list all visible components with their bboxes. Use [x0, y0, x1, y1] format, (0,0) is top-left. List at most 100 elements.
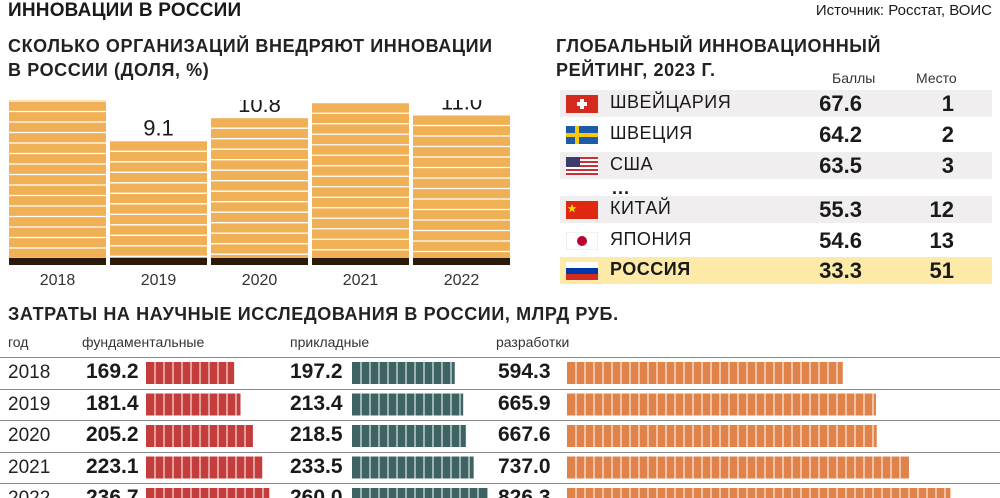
bar-value-label: 9.1	[143, 115, 174, 140]
bar-value-label: 11.0	[441, 100, 482, 114]
bar-value-label: 11.9	[340, 100, 381, 102]
expense-bar-1-2020	[352, 425, 466, 447]
bar-base	[110, 258, 207, 265]
bar-base	[211, 258, 308, 265]
bar-base	[9, 258, 106, 265]
sweden-flag-icon	[566, 126, 598, 144]
expense-bar-fill	[567, 488, 951, 498]
row-divider	[0, 483, 1000, 484]
year-label: 2018	[8, 362, 51, 383]
year-label: 2019	[8, 393, 51, 415]
bar-2020	[211, 118, 308, 265]
bar-2018	[9, 100, 106, 266]
page-title: ИННОВАЦИИ В РОССИИ	[8, 0, 242, 21]
china-flag-icon	[566, 201, 598, 219]
rating-row-sweden: ШВЕЦИЯ 64.2 2	[560, 121, 992, 148]
expense-row-2022: 2022 236.7 260.0 826.3	[0, 484, 1000, 498]
usa-flag-icon	[566, 157, 598, 175]
expense-bar-fill	[352, 393, 464, 416]
expense-value: 197.2	[290, 360, 343, 383]
bar-fill	[312, 103, 409, 265]
x-tick-label: 2021	[343, 272, 379, 289]
expense-bar-fill	[352, 456, 474, 479]
expense-value: 260.0	[290, 486, 343, 498]
expense-value: 594.3	[498, 360, 551, 383]
expense-bar-fill	[146, 456, 263, 479]
rating-title-line2: РЕЙТИНГ, 2023 Г.	[556, 60, 716, 80]
country-name: ШВЕЙЦАРИЯ	[610, 92, 732, 112]
expense-bar-fill	[352, 362, 455, 384]
country-name: ШВЕЦИЯ	[610, 123, 693, 143]
expense-value: 665.9	[498, 391, 551, 415]
x-tick-label: 2018	[40, 272, 76, 289]
expense-value: 181.4	[86, 391, 139, 415]
country-score: 67.6	[819, 91, 862, 116]
rating-ellipsis: ...	[612, 178, 631, 198]
bar-2021	[312, 103, 409, 265]
expense-bar-fill	[146, 362, 235, 384]
bar-base	[312, 258, 409, 265]
rating-title-line1: ГЛОБАЛЬНЫЙ ИННОВАЦИОННЫЙ	[556, 36, 882, 56]
bar-base	[413, 258, 510, 265]
country-place: 3	[941, 153, 954, 178]
country-name: США	[610, 154, 654, 174]
expense-bar-0-2022	[146, 488, 270, 498]
country-score: 55.3	[819, 197, 862, 222]
applied-column-header: прикладные	[290, 334, 370, 350]
bar-2019	[110, 141, 207, 265]
expense-value: 826.3	[498, 486, 551, 498]
expense-row-2019: 2019 181.4 213.4 665.9	[0, 390, 1000, 421]
expense-bar-1-2019	[352, 393, 464, 416]
country-place: 1	[941, 91, 954, 116]
rating-row-switzerland: ШВЕЙЦАРИЯ 67.6 1	[560, 90, 992, 117]
country-name: ЯПОНИЯ	[610, 229, 692, 249]
expense-bar-fill	[146, 393, 241, 416]
row-divider	[0, 451, 1000, 453]
expense-bar-2-2020	[567, 425, 877, 447]
expense-bar-1-2022	[352, 488, 488, 498]
expense-bar-fill	[352, 425, 466, 447]
bar-2022	[413, 115, 510, 265]
country-name: КИТАЙ	[610, 198, 672, 218]
expense-value: 223.1	[86, 454, 139, 478]
expense-bar-fill	[567, 393, 876, 416]
x-tick-label: 2019	[141, 272, 177, 289]
country-score: 64.2	[819, 122, 862, 147]
rating-title: ГЛОБАЛЬНЫЙ ИННОВАЦИОННЫЙ РЕЙТИНГ, 2023 Г…	[556, 34, 881, 82]
country-place: 51	[929, 258, 954, 283]
year-column-header: год	[8, 334, 29, 350]
place-column-header: Место	[916, 70, 957, 86]
bar-fill	[413, 115, 510, 265]
expense-bar-2-2018	[567, 362, 843, 384]
expense-value: 233.5	[290, 454, 343, 478]
expense-value: 169.2	[86, 360, 139, 383]
bar-value-label: 10.8	[238, 100, 281, 117]
country-score: 33.3	[819, 258, 862, 283]
expense-bar-0-2021	[146, 456, 263, 479]
expense-row-2021: 2021 223.1 233.5 737.0	[0, 453, 1000, 484]
rating-row-china: КИТАЙ 55.3 12	[560, 196, 992, 223]
expense-bar-0-2019	[146, 393, 241, 416]
row-divider	[0, 420, 1000, 421]
rating-row-japan: ЯПОНИЯ 54.6 13	[560, 227, 992, 254]
row-divider	[0, 357, 1000, 358]
expense-bar-2-2022	[567, 488, 951, 498]
expense-value: 218.5	[290, 423, 343, 446]
expense-value: 667.6	[498, 423, 551, 446]
expense-title: ЗАТРАТЫ НА НАУЧНЫЕ ИССЛЕДОВАНИЯ В РОССИИ…	[8, 304, 619, 324]
expense-bar-fill	[352, 488, 488, 498]
rating-row-russia: РОССИЯ 33.3 51	[560, 257, 992, 284]
x-tick-label: 2022	[444, 272, 480, 289]
expense-value: 205.2	[86, 423, 139, 446]
country-score: 54.6	[819, 228, 862, 253]
japan-flag-icon	[566, 232, 598, 250]
country-place: 2	[941, 122, 954, 147]
country-name: РОССИЯ	[610, 259, 691, 279]
expense-bar-2-2021	[567, 456, 909, 479]
score-column-header: Баллы	[832, 70, 876, 86]
x-tick-label: 2020	[242, 272, 278, 289]
expense-bar-1-2021	[352, 456, 474, 479]
expense-bar-0-2018	[146, 362, 235, 384]
